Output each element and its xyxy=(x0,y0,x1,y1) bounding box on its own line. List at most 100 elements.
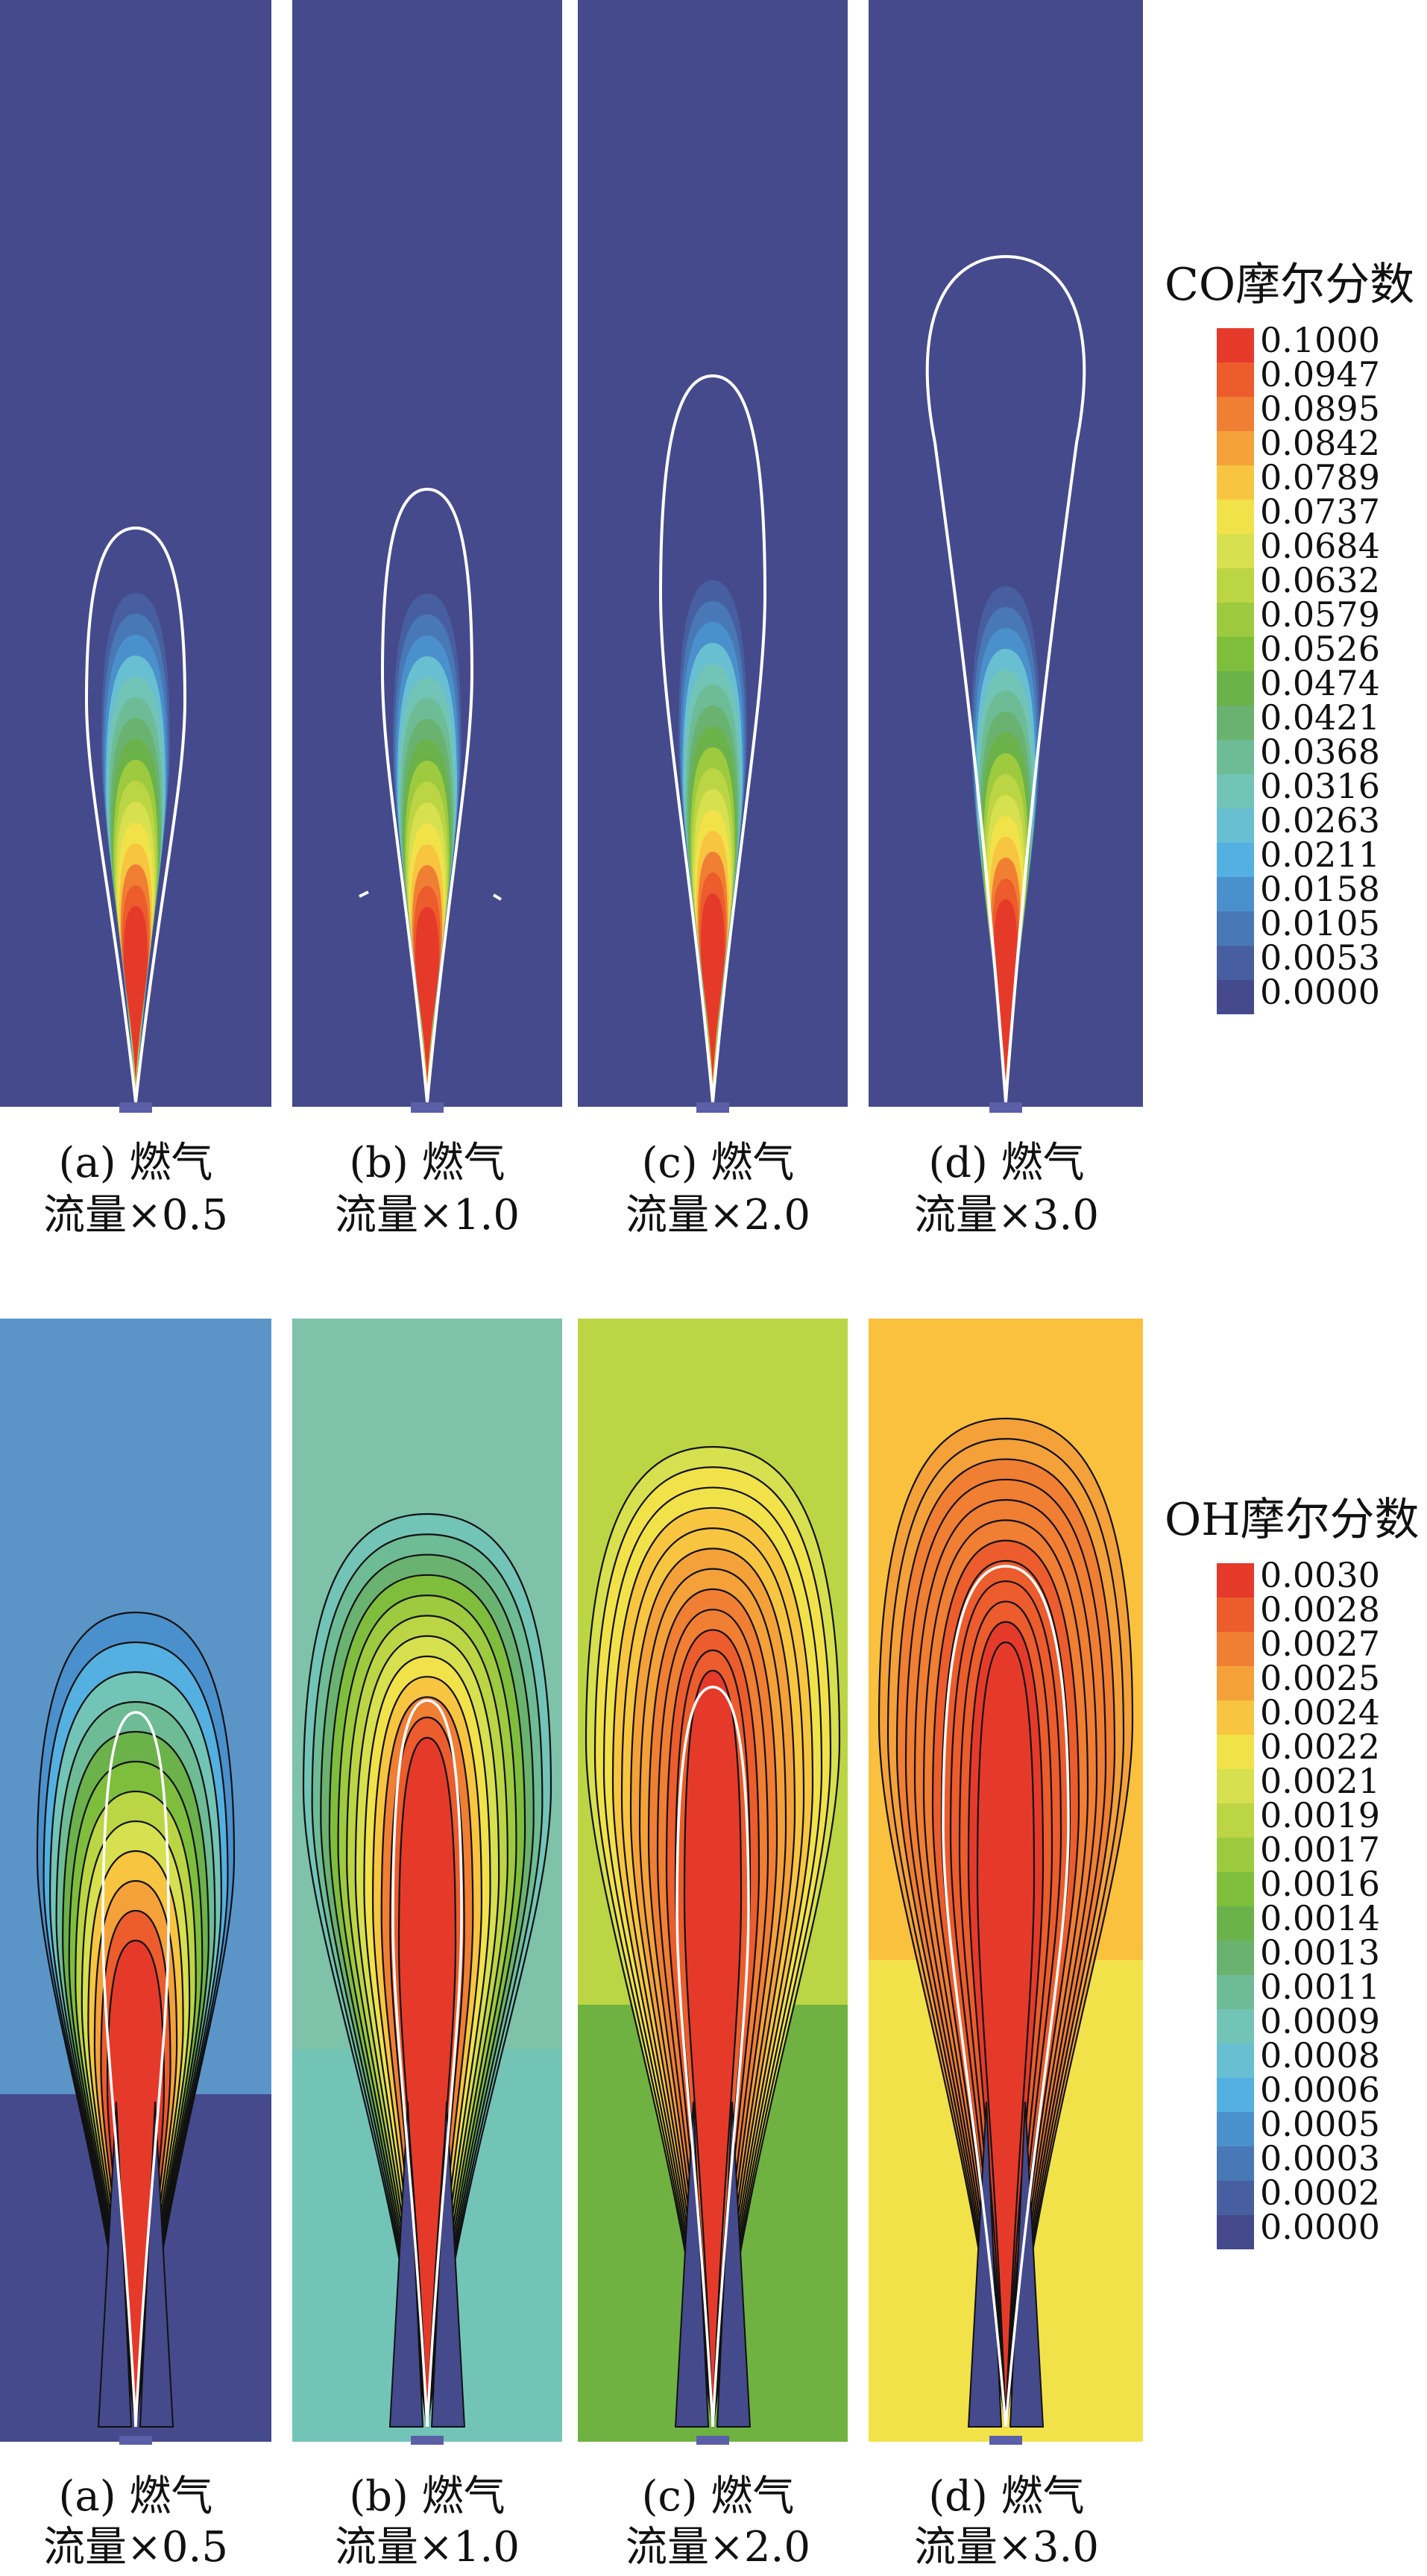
oh-isoline-white xyxy=(942,1565,1070,2428)
co-isoline-fragment xyxy=(492,893,503,901)
co-tick-0: 0.1000 xyxy=(1260,320,1380,360)
co-panel-a xyxy=(0,0,271,1113)
oh-tick-13: 0.0009 xyxy=(1260,2001,1380,2041)
oh-colorbar-swatch-0 xyxy=(1217,1563,1254,1598)
oh-tick-6: 0.0021 xyxy=(1260,1761,1380,1801)
oh-tick-16: 0.0005 xyxy=(1260,2104,1380,2144)
oh-colorbar-swatch-4 xyxy=(1217,1700,1254,1735)
oh-colorbar-swatch-1 xyxy=(1217,1598,1254,1632)
co-tick-13: 0.0316 xyxy=(1260,766,1380,806)
oh-tick-9: 0.0016 xyxy=(1260,1864,1380,1904)
oh-isoline-white xyxy=(101,1711,170,2428)
co-contour-band-15 xyxy=(701,893,725,1080)
co-colorbar-swatch-17 xyxy=(1217,911,1254,946)
co-colorbar-swatch-14 xyxy=(1217,808,1254,843)
co-isoline-white xyxy=(925,254,1086,1103)
co-colorbar-swatch-0 xyxy=(1217,328,1254,362)
co-nozzle xyxy=(119,1102,152,1113)
oh-contour-band-11 xyxy=(976,1641,1036,2428)
oh-colorbar-swatch-12 xyxy=(1217,1975,1254,2009)
co-tick-2: 0.0895 xyxy=(1260,389,1380,429)
oh-colorbar-swatch-10 xyxy=(1217,1906,1254,1941)
oh-colorbar-swatch-14 xyxy=(1217,2043,1254,2078)
oh-tick-2: 0.0027 xyxy=(1260,1624,1380,1664)
co-contour-band-15 xyxy=(415,907,439,1080)
co-colorbar-swatch-6 xyxy=(1217,534,1254,568)
oh-colorbar-swatches xyxy=(1217,1563,1254,2249)
co-nozzle xyxy=(989,1102,1022,1113)
oh-colorbar-swatch-3 xyxy=(1217,1666,1254,1700)
oh-panel-c xyxy=(578,1319,848,2445)
oh-caption-a-line1: (a) 燃气 xyxy=(59,2472,213,2521)
oh-contour-band-11 xyxy=(397,1736,457,2428)
oh-core-right xyxy=(139,2101,174,2428)
co-caption-d-line2: 流量×3.0 xyxy=(914,1191,1099,1240)
co-isoline-white xyxy=(658,374,767,1103)
oh-core-left xyxy=(97,2101,133,2428)
co-caption-b-line1: (b) 燃气 xyxy=(349,1139,505,1187)
co-nozzle xyxy=(696,1102,729,1113)
oh-colorbar-swatch-13 xyxy=(1217,2009,1254,2043)
co-colorbar: CO摩尔分数 0.1000 0.0947 0.0895 0.0842 0.078… xyxy=(1165,259,1414,1014)
oh-tick-10: 0.0014 xyxy=(1260,1898,1380,1938)
co-isoline-white xyxy=(380,487,474,1103)
oh-nozzle xyxy=(119,2436,152,2445)
co-colorbar-swatch-5 xyxy=(1217,500,1254,534)
co-caption-c-line1: (c) 燃气 xyxy=(642,1139,795,1187)
oh-colorbar-title: OH摩尔分数 xyxy=(1165,1494,1420,1546)
oh-tick-17: 0.0003 xyxy=(1260,2138,1380,2178)
oh-nozzle xyxy=(696,2436,729,2445)
oh-colorbar: OH摩尔分数 0.0030 0.0028 0.0027 0.0025 0.002… xyxy=(1165,1494,1420,2249)
co-colorbar-swatch-13 xyxy=(1217,774,1254,808)
oh-colorbar-swatch-6 xyxy=(1217,1769,1254,1803)
co-tick-8: 0.0579 xyxy=(1260,594,1380,635)
co-colorbar-title: CO摩尔分数 xyxy=(1165,259,1414,311)
oh-caption-c-line1: (c) 燃气 xyxy=(642,2472,795,2521)
co-colorbar-swatch-19 xyxy=(1217,980,1254,1014)
co-tick-19: 0.0000 xyxy=(1260,972,1380,1012)
oh-colorbar-swatch-11 xyxy=(1217,1941,1254,1975)
oh-colorbar-swatch-7 xyxy=(1217,1803,1254,1838)
co-tick-14: 0.0263 xyxy=(1260,800,1380,841)
co-colorbar-swatch-16 xyxy=(1217,877,1254,911)
co-caption-a-line1: (a) 燃气 xyxy=(59,1139,213,1187)
oh-nozzle xyxy=(411,2436,444,2445)
oh-tick-1: 0.0028 xyxy=(1260,1589,1380,1630)
oh-caption-b-line2: 流量×1.0 xyxy=(335,2523,520,2572)
co-contour-band-15 xyxy=(124,906,148,1080)
co-isoline-fragment xyxy=(359,890,369,898)
oh-caption-a-line2: 流量×0.5 xyxy=(43,2523,228,2572)
oh-caption-d-line1: (d) 燃气 xyxy=(928,2472,1084,2521)
co-tick-15: 0.0211 xyxy=(1260,835,1380,875)
oh-caption-c-line2: 流量×2.0 xyxy=(626,2523,810,2572)
oh-tick-8: 0.0017 xyxy=(1260,1829,1380,1870)
co-isoline-white xyxy=(84,526,187,1103)
co-colorbar-swatch-2 xyxy=(1217,397,1254,431)
co-tick-17: 0.0105 xyxy=(1260,903,1380,943)
co-caption-d-line1: (d) 燃气 xyxy=(928,1139,1084,1187)
oh-colorbar-swatch-19 xyxy=(1217,2215,1254,2249)
co-colorbar-swatches xyxy=(1217,328,1254,1014)
oh-contour-band-11 xyxy=(683,1669,743,2428)
co-caption-b-line2: 流量×1.0 xyxy=(335,1191,520,1240)
oh-panel-d xyxy=(869,1319,1143,2445)
oh-colorbar-swatch-17 xyxy=(1217,2146,1254,2181)
co-colorbar-swatch-18 xyxy=(1217,946,1254,980)
co-colorbar-swatch-10 xyxy=(1217,671,1254,706)
oh-tick-12: 0.0011 xyxy=(1260,1967,1380,2007)
oh-tick-4: 0.0024 xyxy=(1260,1692,1380,1732)
co-tick-7: 0.0632 xyxy=(1260,560,1380,600)
oh-colorbar-swatch-2 xyxy=(1217,1632,1254,1666)
oh-panel-b xyxy=(292,1319,562,2445)
co-tick-1: 0.0947 xyxy=(1260,354,1380,395)
co-tick-18: 0.0053 xyxy=(1260,937,1380,978)
oh-tick-5: 0.0022 xyxy=(1260,1727,1380,1767)
oh-nozzle xyxy=(989,2436,1022,2445)
oh-tick-19: 0.0000 xyxy=(1260,2207,1380,2247)
oh-tick-7: 0.0019 xyxy=(1260,1795,1380,1835)
oh-tick-14: 0.0008 xyxy=(1260,2035,1380,2076)
co-colorbar-swatch-9 xyxy=(1217,637,1254,671)
oh-tick-0: 0.0030 xyxy=(1260,1555,1380,1595)
oh-tick-3: 0.0025 xyxy=(1260,1658,1380,1698)
